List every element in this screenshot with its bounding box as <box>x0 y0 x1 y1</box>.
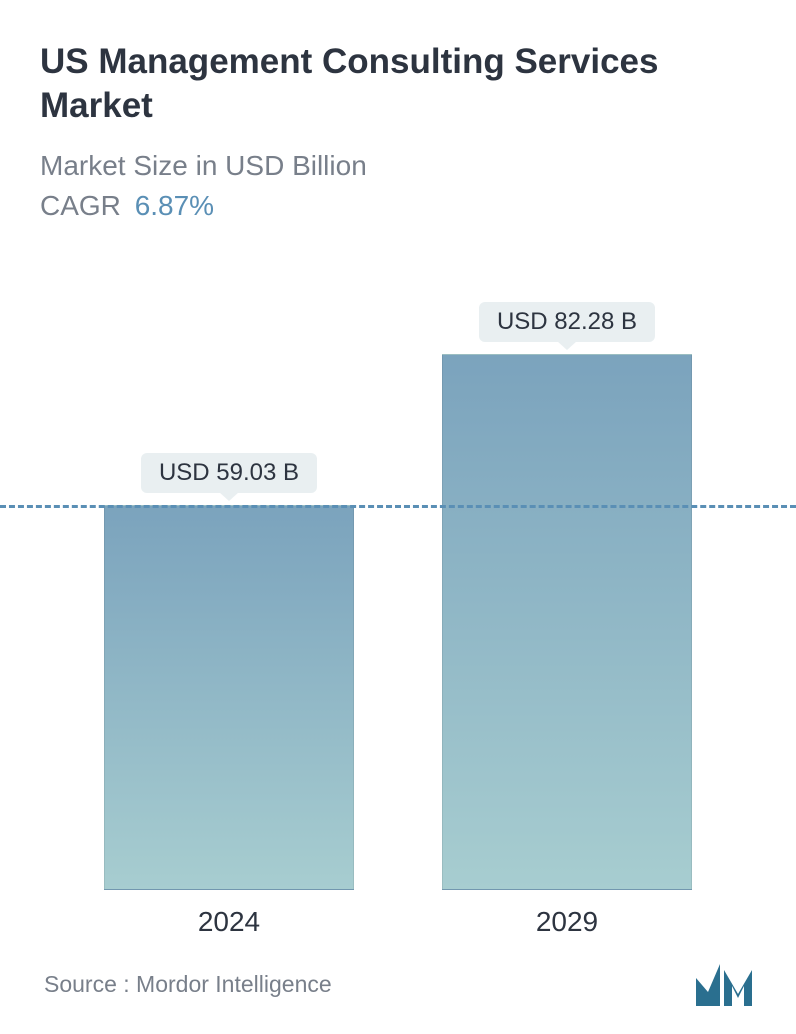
brand-logo <box>696 964 752 1006</box>
chart-subtitle: Market Size in USD Billion <box>40 150 756 182</box>
cagr-line: CAGR 6.87% <box>40 190 756 222</box>
source-text: Source : Mordor Intelligence <box>44 971 332 998</box>
x-axis-label: 2024 <box>198 906 260 938</box>
chart-area: USD 59.03 B2024 USD 82.28 B2029 <box>0 260 796 890</box>
value-badge: USD 82.28 B <box>479 302 655 342</box>
value-badge: USD 59.03 B <box>141 453 317 493</box>
cagr-value: 6.87% <box>135 190 214 221</box>
bar-group-2029: USD 82.28 B2029 <box>442 302 692 890</box>
logo-icon <box>696 964 752 1006</box>
bar <box>104 505 354 890</box>
bar <box>442 354 692 890</box>
chart-title: US Management Consulting Services Market <box>40 40 756 128</box>
bar-group-2024: USD 59.03 B2024 <box>104 453 354 890</box>
bars-container: USD 59.03 B2024 USD 82.28 B2029 <box>60 260 736 890</box>
x-axis-label: 2029 <box>536 906 598 938</box>
cagr-label: CAGR <box>40 190 121 221</box>
reference-line <box>0 505 796 508</box>
